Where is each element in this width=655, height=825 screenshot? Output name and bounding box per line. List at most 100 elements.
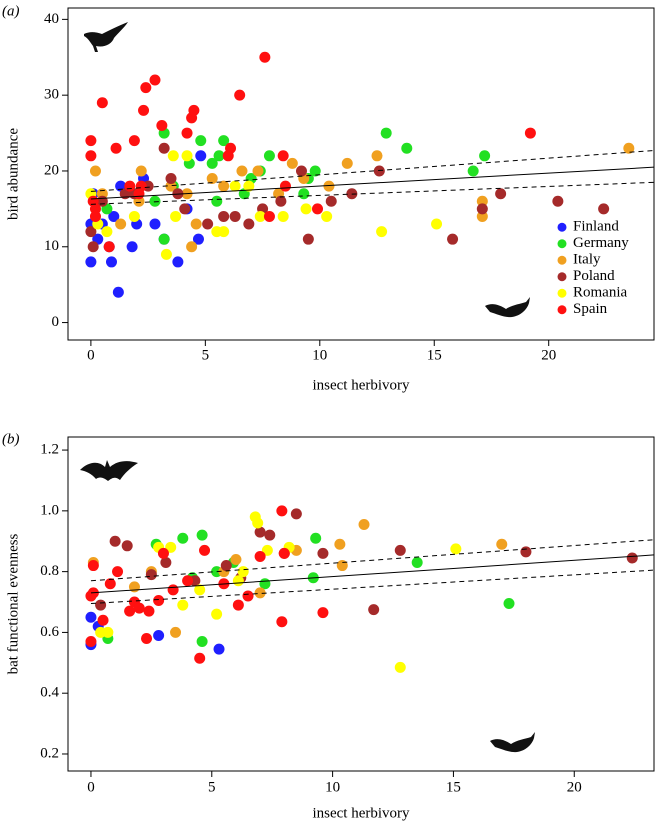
x-axis-label: insect herbivory (312, 805, 410, 821)
point (623, 142, 635, 154)
point (167, 584, 179, 596)
panel-label: (b) (2, 431, 20, 447)
point (213, 150, 225, 162)
point (97, 614, 109, 626)
point (179, 203, 191, 215)
point (259, 51, 271, 63)
point (237, 566, 249, 578)
point (149, 74, 161, 86)
point (276, 505, 288, 517)
point (89, 165, 101, 177)
point (626, 552, 638, 564)
point (140, 82, 152, 94)
y-axis-label: bird abundance (5, 128, 21, 220)
y-tick-label: 30 (44, 87, 59, 103)
point (503, 598, 515, 610)
point (128, 135, 140, 147)
point (264, 529, 276, 541)
point (295, 165, 307, 177)
point (401, 142, 413, 154)
legend-marker (557, 255, 567, 265)
point (190, 218, 202, 230)
y-tick-label: 0.8 (40, 563, 59, 579)
point (476, 203, 488, 215)
legend-marker (557, 239, 567, 249)
point (211, 195, 223, 207)
point (279, 180, 291, 192)
point (496, 538, 508, 550)
point (476, 195, 488, 207)
point (158, 142, 170, 154)
point (170, 210, 182, 222)
point (96, 188, 108, 200)
point (128, 210, 140, 222)
point (450, 543, 462, 555)
legend-marker (557, 288, 567, 298)
point (199, 544, 211, 556)
bat-silhouette (490, 732, 535, 753)
point (552, 195, 564, 207)
point (254, 550, 266, 562)
point (275, 195, 287, 207)
legend-label: Poland (573, 268, 615, 284)
point (170, 626, 182, 638)
point (158, 233, 170, 245)
point (321, 210, 333, 222)
point (133, 602, 145, 614)
x-tick-label: 0 (87, 347, 95, 363)
point (115, 218, 127, 230)
point (598, 203, 610, 215)
point (263, 150, 275, 162)
fit-line (90, 181, 654, 205)
point (89, 203, 101, 215)
point (160, 557, 172, 569)
point (254, 526, 266, 538)
point (334, 538, 346, 550)
x-axis-label: insect herbivory (312, 377, 410, 393)
point (229, 180, 241, 192)
legend-label: Finland (573, 219, 619, 235)
point (276, 616, 288, 628)
point (85, 226, 97, 238)
point (394, 661, 406, 673)
y-tick-label: 0.4 (40, 685, 59, 701)
point (371, 150, 383, 162)
point (143, 605, 155, 617)
point (112, 286, 124, 298)
point (194, 584, 206, 596)
fit-line (90, 554, 654, 594)
point (220, 560, 232, 572)
point (232, 599, 244, 611)
y-tick-label: 0.2 (40, 745, 59, 761)
y-tick-label: 40 (44, 11, 59, 27)
point (368, 604, 380, 616)
point (252, 165, 264, 177)
point (411, 557, 423, 569)
point (177, 532, 189, 544)
point (495, 188, 507, 200)
point (186, 241, 198, 253)
point (243, 180, 255, 192)
point (135, 165, 147, 177)
bat-silhouette (80, 460, 138, 481)
y-tick-label: 1.2 (40, 442, 59, 458)
point (153, 595, 165, 607)
point (524, 127, 536, 139)
point (254, 587, 266, 599)
point (286, 157, 298, 169)
point (479, 150, 491, 162)
point (196, 636, 208, 648)
point (109, 535, 121, 547)
point (317, 547, 329, 559)
point (431, 218, 443, 230)
point (242, 590, 254, 602)
point (325, 195, 337, 207)
point (165, 541, 177, 553)
legend-label: Germany (573, 235, 629, 251)
point (194, 652, 206, 664)
point (157, 547, 169, 559)
panel-label: (a) (2, 3, 20, 19)
point (87, 560, 99, 572)
point (254, 210, 266, 222)
